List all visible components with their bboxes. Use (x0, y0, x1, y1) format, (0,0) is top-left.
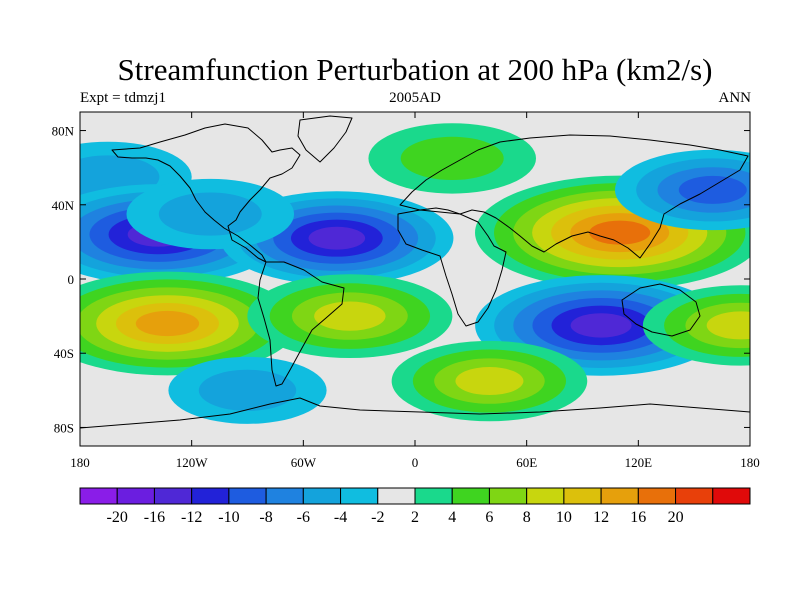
contour-region (570, 313, 632, 338)
chart-title: Streamfunction Perturbation at 200 hPa (… (117, 52, 713, 87)
colorbar-label: 6 (485, 509, 493, 526)
colorbar-label: -8 (259, 509, 272, 526)
colorbar-swatch (600, 487, 639, 505)
contour-region (314, 301, 386, 331)
contour-region (455, 367, 524, 396)
axes: 180 120W 60W 0 60E 120E 180 80N 40N 0 40S 80S (52, 112, 760, 470)
y-tick-label: 40N (52, 198, 75, 213)
coastline-south-america (257, 261, 345, 387)
colorbar-swatch (265, 487, 304, 505)
colorbar-label: -10 (218, 509, 239, 526)
x-tick-label: 120E (625, 455, 653, 470)
x-tick-label: 0 (412, 455, 419, 470)
colorbar-label: -4 (334, 509, 347, 526)
contour-region (589, 220, 651, 245)
colorbar-label: -6 (297, 509, 310, 526)
colorbar-swatch (675, 487, 714, 505)
colorbar-swatch (451, 487, 490, 505)
y-tick-label: 40S (54, 346, 74, 361)
colorbar-label: -12 (181, 509, 202, 526)
colorbar-label: -2 (371, 509, 384, 526)
colorbar-swatch (153, 487, 193, 505)
y-tick-label: 0 (68, 272, 75, 287)
x-tick-label: 60E (516, 455, 537, 470)
y-tick-label: 80S (54, 420, 74, 435)
colorbar-label: 2 (411, 509, 419, 526)
coastline-eurasia (399, 134, 749, 259)
coastline-antarctica (80, 397, 750, 429)
colorbar-swatch (563, 487, 602, 505)
x-tick-label: 120W (176, 455, 209, 470)
season-label: ANN (718, 90, 752, 106)
contour-region (158, 192, 262, 236)
colorbar-swatch (340, 487, 379, 505)
x-tick-label: 60W (291, 455, 317, 470)
contour-region (400, 136, 504, 180)
colorbar-swatch (116, 487, 155, 505)
colorbar-label: 20 (668, 509, 684, 526)
colorbar-swatch (228, 487, 267, 505)
coastline-north-america (111, 123, 301, 263)
coastline-australia (621, 283, 701, 337)
colorbar: -20 -16 -12 -10 -8 -6 -4 -2 2 4 6 8 10 12 16 20 (79, 487, 751, 526)
colorbar-label: 16 (630, 509, 646, 526)
colorbar-swatch (488, 487, 528, 505)
x-tick-label: 180 (70, 455, 90, 470)
contour-region (135, 310, 200, 337)
coastline-africa (397, 209, 507, 327)
colorbar-label: 4 (448, 509, 456, 526)
year-label: 2005AD (389, 90, 441, 106)
colorbar-swatch (637, 487, 677, 505)
contour-region (678, 175, 747, 204)
colorbar-label: 12 (593, 509, 609, 526)
contour-region (706, 311, 750, 340)
x-tick-label: 180 (740, 455, 760, 470)
contour-region (308, 226, 366, 250)
contour-region (198, 369, 297, 411)
experiment-label: Expt = tdmzj1 (80, 90, 166, 106)
coastline-greenland (297, 115, 353, 163)
colorbar-swatch (712, 487, 751, 505)
colorbar-label: -16 (144, 509, 165, 526)
colorbar-label: -20 (107, 509, 128, 526)
colorbar-swatch (377, 487, 416, 505)
coastlines (80, 115, 750, 429)
colorbar-swatch (302, 487, 342, 505)
colorbar-swatch (191, 487, 230, 505)
colorbar-label: 10 (556, 509, 572, 526)
colorbar-swatch (414, 487, 453, 505)
y-tick-label: 80N (52, 124, 75, 139)
colorbar-label: 8 (523, 509, 531, 526)
colorbar-swatch (79, 487, 118, 505)
colorbar-swatch (526, 487, 565, 505)
